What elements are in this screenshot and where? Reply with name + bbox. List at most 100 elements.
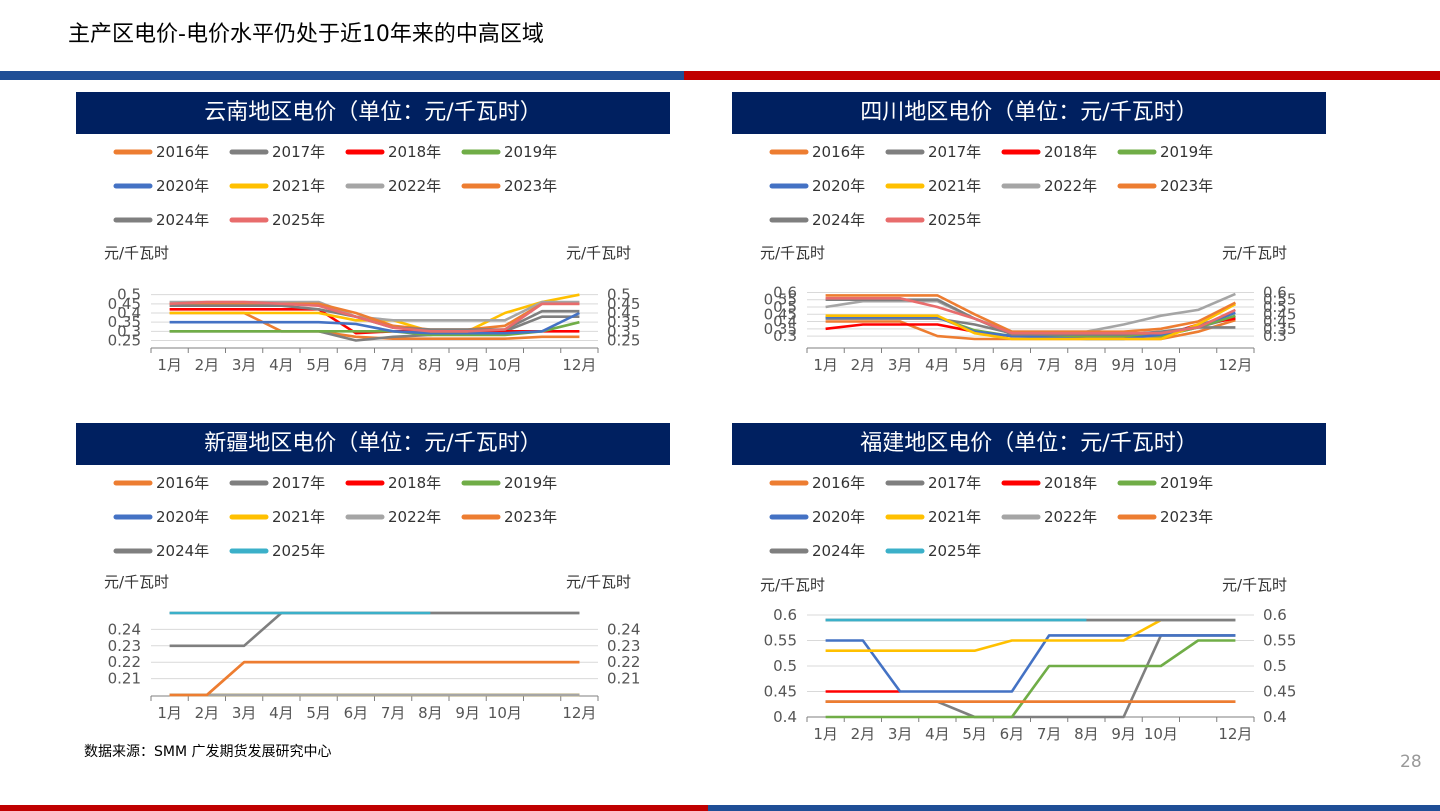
x-tick-label: 3月 — [888, 725, 913, 743]
legend-label: 2023年 — [504, 177, 557, 195]
legend-label: 2024年 — [812, 542, 865, 560]
chart-title-xinjiang: 新疆地区电价（单位：元/千瓦时） — [76, 423, 670, 465]
x-tick-label: 3月 — [232, 704, 257, 722]
chart-yunnan: 2016年 2017年 2018年 2019年 2020年 2021年 2022年 2023年… — [104, 143, 640, 374]
legend-label: 2023年 — [1160, 177, 1213, 195]
y-tick-label-right: 0.5 — [1263, 657, 1287, 675]
y-tick-label-left: 0.55 — [764, 632, 797, 650]
chart-xinjiang: 2016年 2017年 2018年 2019年 2020年 2021年 2022年 2023年… — [104, 474, 640, 722]
y-tick-label-right: 0.35 — [607, 313, 640, 331]
legend-label: 2016年 — [156, 474, 209, 492]
x-tick-label: 1月 — [813, 725, 838, 743]
x-tick-label: 6月 — [1000, 356, 1025, 374]
x-tick-label: 9月 — [455, 704, 480, 722]
chart-title-fujian: 福建地区电价（单位：元/千瓦时） — [732, 423, 1326, 465]
series-line — [825, 302, 1237, 341]
y-tick-label-left: 0.3 — [117, 322, 141, 340]
legend-label: 2022年 — [1044, 508, 1097, 526]
y-tick-label-left: 0.45 — [108, 295, 141, 313]
y-tick-label-right: 0.25 — [607, 332, 640, 350]
legend-label: 2024年 — [156, 211, 209, 229]
legend-label: 2022年 — [1044, 177, 1097, 195]
legend-label: 2018年 — [388, 474, 441, 492]
y-axis-unit-right: 元/千瓦时 — [1222, 576, 1287, 594]
y-tick-label-left: 0.5 — [773, 657, 797, 675]
chart-title-yunnan: 云南地区电价（单位：元/千瓦时） — [76, 92, 670, 134]
y-tick-label-right: 0.21 — [607, 670, 640, 688]
legend-label: 2018年 — [1044, 474, 1097, 492]
x-tick-label: 10月 — [488, 704, 522, 722]
x-tick-label: 12月 — [1218, 356, 1252, 374]
y-tick-label-right: 0.23 — [607, 637, 640, 655]
y-tick-label-left: 0.24 — [108, 620, 141, 638]
y-tick-label-right: 0.5 — [1263, 298, 1287, 316]
y-tick-label-left: 0.23 — [108, 637, 141, 655]
y-tick-label-right: 0.24 — [607, 620, 640, 638]
x-tick-label: 2月 — [195, 704, 220, 722]
y-axis-unit-left: 元/千瓦时 — [104, 244, 169, 262]
series-line — [169, 300, 580, 333]
legend-label: 2016年 — [156, 143, 209, 161]
legend-label: 2020年 — [812, 508, 865, 526]
x-tick-label: 4月 — [925, 725, 950, 743]
page-number: 28 — [1400, 752, 1422, 772]
legend-label: 2025年 — [272, 211, 325, 229]
y-tick-label-right: 0.6 — [1263, 606, 1287, 624]
y-tick-label-right: 0.4 — [607, 304, 631, 322]
y-tick-label-right: 0.6 — [1263, 283, 1287, 301]
series-line — [169, 660, 580, 697]
x-tick-label: 8月 — [1074, 725, 1099, 743]
x-tick-label: 1月 — [813, 356, 838, 374]
legend-label: 2019年 — [504, 474, 557, 492]
footer-band-blue — [708, 805, 1440, 811]
legend-label: 2019年 — [504, 143, 557, 161]
series-line — [169, 302, 580, 331]
x-tick-label: 5月 — [306, 356, 331, 374]
x-tick-label: 5月 — [962, 725, 987, 743]
y-tick-label-left: 0.6 — [773, 606, 797, 624]
legend-label: 2017年 — [928, 474, 981, 492]
legend-label: 2017年 — [272, 474, 325, 492]
y-tick-label-right: 0.45 — [607, 295, 640, 313]
legend-label: 2020年 — [156, 508, 209, 526]
x-tick-label: 6月 — [344, 704, 369, 722]
x-tick-label: 12月 — [562, 704, 596, 722]
x-tick-label: 2月 — [195, 356, 220, 374]
x-tick-label: 8月 — [1074, 356, 1099, 374]
y-tick-label-left: 0.4 — [773, 313, 797, 331]
legend-label: 2018年 — [1044, 143, 1097, 161]
y-tick-label-left: 0.35 — [108, 313, 141, 331]
x-tick-label: 5月 — [962, 356, 987, 374]
y-tick-label-right: 0.35 — [1263, 320, 1296, 338]
y-tick-label-left: 0.4 — [117, 304, 141, 322]
y-tick-label-right: 0.4 — [1263, 313, 1287, 331]
series-line — [825, 634, 1236, 719]
x-tick-label: 12月 — [562, 356, 596, 374]
legend-label: 2021年 — [928, 508, 981, 526]
legend-label: 2017年 — [928, 143, 981, 161]
y-tick-label-right: 0.3 — [607, 322, 631, 340]
x-tick-label: 8月 — [418, 704, 443, 722]
x-tick-label: 2月 — [851, 725, 876, 743]
series-line — [825, 634, 1236, 693]
y-tick-label-left: 0.55 — [764, 291, 797, 309]
x-tick-label: 12月 — [1218, 725, 1252, 743]
y-tick-label-right: 0.4 — [1263, 708, 1287, 726]
y-tick-label-left: 0.45 — [764, 683, 797, 701]
x-tick-label: 1月 — [157, 704, 182, 722]
y-tick-label-left: 0.22 — [108, 653, 141, 671]
x-tick-label: 7月 — [381, 356, 406, 374]
series-line — [169, 320, 580, 337]
x-tick-label: 4月 — [269, 356, 294, 374]
y-tick-label-left: 0.5 — [117, 286, 141, 304]
page-title: 主产区电价-电价水平仍处于近10年来的中高区域 — [68, 22, 544, 47]
legend-label: 2024年 — [812, 211, 865, 229]
series-line — [825, 639, 1236, 719]
y-axis-unit-left: 元/千瓦时 — [760, 576, 825, 594]
y-tick-label-right: 0.55 — [1263, 291, 1296, 309]
x-tick-label: 6月 — [344, 356, 369, 374]
legend-label: 2022年 — [388, 508, 441, 526]
legend-label: 2023年 — [1160, 508, 1213, 526]
y-tick-label-right: 0.45 — [1263, 683, 1296, 701]
x-tick-label: 9月 — [455, 356, 480, 374]
